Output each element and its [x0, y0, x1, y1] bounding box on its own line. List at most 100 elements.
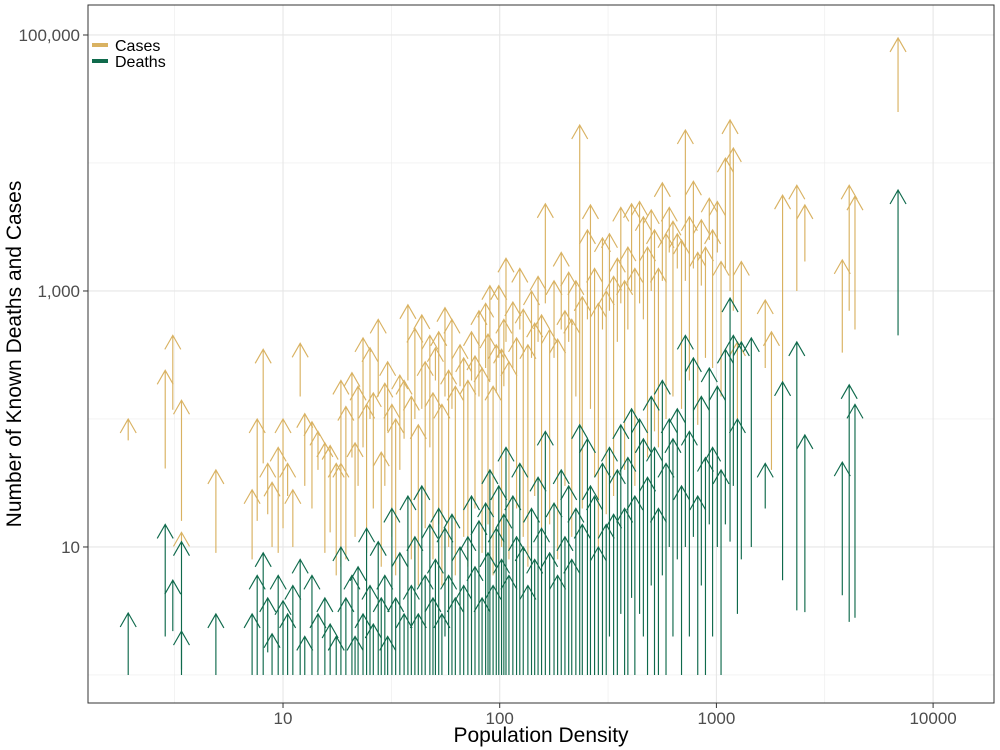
deaths-arrow — [846, 403, 864, 618]
deaths-arrow — [732, 340, 750, 560]
deaths-arrow — [248, 574, 266, 675]
deaths-arrow — [446, 596, 464, 675]
deaths-arrow — [369, 540, 387, 675]
cases-arrow — [254, 348, 272, 464]
cases-arrow — [490, 284, 508, 358]
cases-arrow — [514, 308, 532, 537]
deaths-arrow — [639, 476, 657, 675]
deaths-arrow — [664, 437, 682, 637]
cases-arrow — [369, 318, 387, 397]
cases-arrow — [426, 346, 444, 381]
deaths-arrow — [354, 612, 372, 675]
cases-arrow — [436, 306, 454, 397]
cases-arrow — [676, 128, 694, 281]
cases-arrow — [639, 245, 657, 458]
cases-arrow — [379, 360, 397, 432]
cases-arrow — [263, 481, 281, 547]
cases-arrow — [689, 251, 707, 425]
cases-arrow — [421, 334, 439, 448]
cases-arrow — [440, 369, 458, 547]
cases-arrow — [846, 195, 864, 330]
deaths-arrow — [406, 535, 424, 675]
deaths-arrow — [889, 188, 907, 336]
deaths-arrow — [346, 635, 364, 675]
cases-arrow — [732, 260, 750, 342]
cases-arrow — [529, 275, 547, 342]
x-tick-label: 10000 — [909, 709, 956, 728]
deaths-arrow — [477, 501, 495, 675]
deaths-arrow — [721, 296, 739, 542]
deaths-arrow — [479, 551, 497, 675]
deaths-arrow — [605, 513, 623, 675]
cases-arrow — [504, 300, 522, 369]
deaths-arrow — [689, 494, 707, 675]
cases-arrow — [406, 327, 424, 419]
deaths-arrow — [642, 395, 660, 586]
deaths-arrow — [259, 596, 277, 653]
deaths-arrow — [409, 612, 427, 675]
deaths-arrow — [657, 462, 675, 675]
cases-arrow — [376, 382, 394, 486]
deaths-arrow — [321, 622, 339, 675]
deaths-arrow — [430, 507, 448, 675]
cases-arrow — [571, 123, 589, 431]
deaths-arrow — [207, 612, 225, 675]
cases-arrow — [664, 220, 682, 397]
cases-arrow — [593, 236, 611, 330]
cases-arrow — [634, 215, 652, 320]
deaths-arrow — [616, 507, 634, 675]
deaths-arrow — [692, 395, 710, 586]
deaths-arrow — [156, 523, 174, 637]
deaths-arrow — [263, 632, 281, 675]
cases-arrow — [164, 334, 182, 410]
deaths-arrow — [581, 484, 599, 675]
cases-arrow — [443, 318, 461, 409]
cases-arrow — [477, 302, 495, 369]
deaths-arrow — [451, 545, 469, 675]
deaths-arrow — [387, 596, 405, 675]
cases-arrow — [619, 245, 637, 330]
deaths-arrow — [700, 366, 718, 525]
cases-arrow — [519, 343, 537, 567]
deaths-arrow — [490, 484, 508, 675]
deaths-arrow — [756, 462, 774, 509]
cases-arrow — [346, 441, 364, 537]
deaths-arrow — [696, 456, 714, 675]
deaths-arrow — [433, 612, 451, 675]
x-axis-title: Population Density — [453, 724, 629, 747]
deaths-arrow — [526, 558, 544, 675]
deaths-arrow — [495, 513, 513, 675]
deaths-arrow — [291, 558, 309, 675]
cases-arrow — [889, 36, 907, 113]
cases-arrow — [321, 444, 339, 533]
deaths-arrow — [653, 379, 671, 576]
cases-arrow — [631, 200, 649, 304]
cases-arrow — [451, 343, 469, 387]
cases-arrow — [387, 417, 405, 576]
y-tick-label: 10 — [61, 538, 80, 557]
deaths-arrow — [523, 507, 541, 675]
cases-arrows — [119, 36, 907, 586]
cases-arrow — [700, 197, 718, 241]
cases-arrow — [567, 279, 585, 397]
cases-arrow — [481, 284, 499, 381]
cases-arrow — [172, 531, 190, 547]
deaths-arrow — [742, 336, 760, 547]
deaths-arrow — [470, 519, 488, 675]
deaths-arrow — [399, 494, 417, 675]
x-tick-label: 1000 — [697, 709, 735, 728]
deaths-arrow — [497, 446, 515, 675]
legend-label-deaths: Deaths — [115, 54, 166, 71]
cases-arrow — [642, 208, 660, 291]
deaths-arrow — [597, 523, 615, 675]
cases-arrow — [578, 228, 596, 320]
cases-arrow — [495, 318, 513, 387]
x-axis-tick-labels: 10 100 1000 10000 — [274, 709, 957, 728]
cases-arrow — [279, 462, 297, 497]
deaths-arrow — [508, 535, 526, 675]
cases-arrow — [712, 260, 730, 397]
major-gridlines — [88, 5, 994, 703]
deaths-arrow — [796, 433, 814, 613]
cases-arrow — [497, 257, 515, 342]
